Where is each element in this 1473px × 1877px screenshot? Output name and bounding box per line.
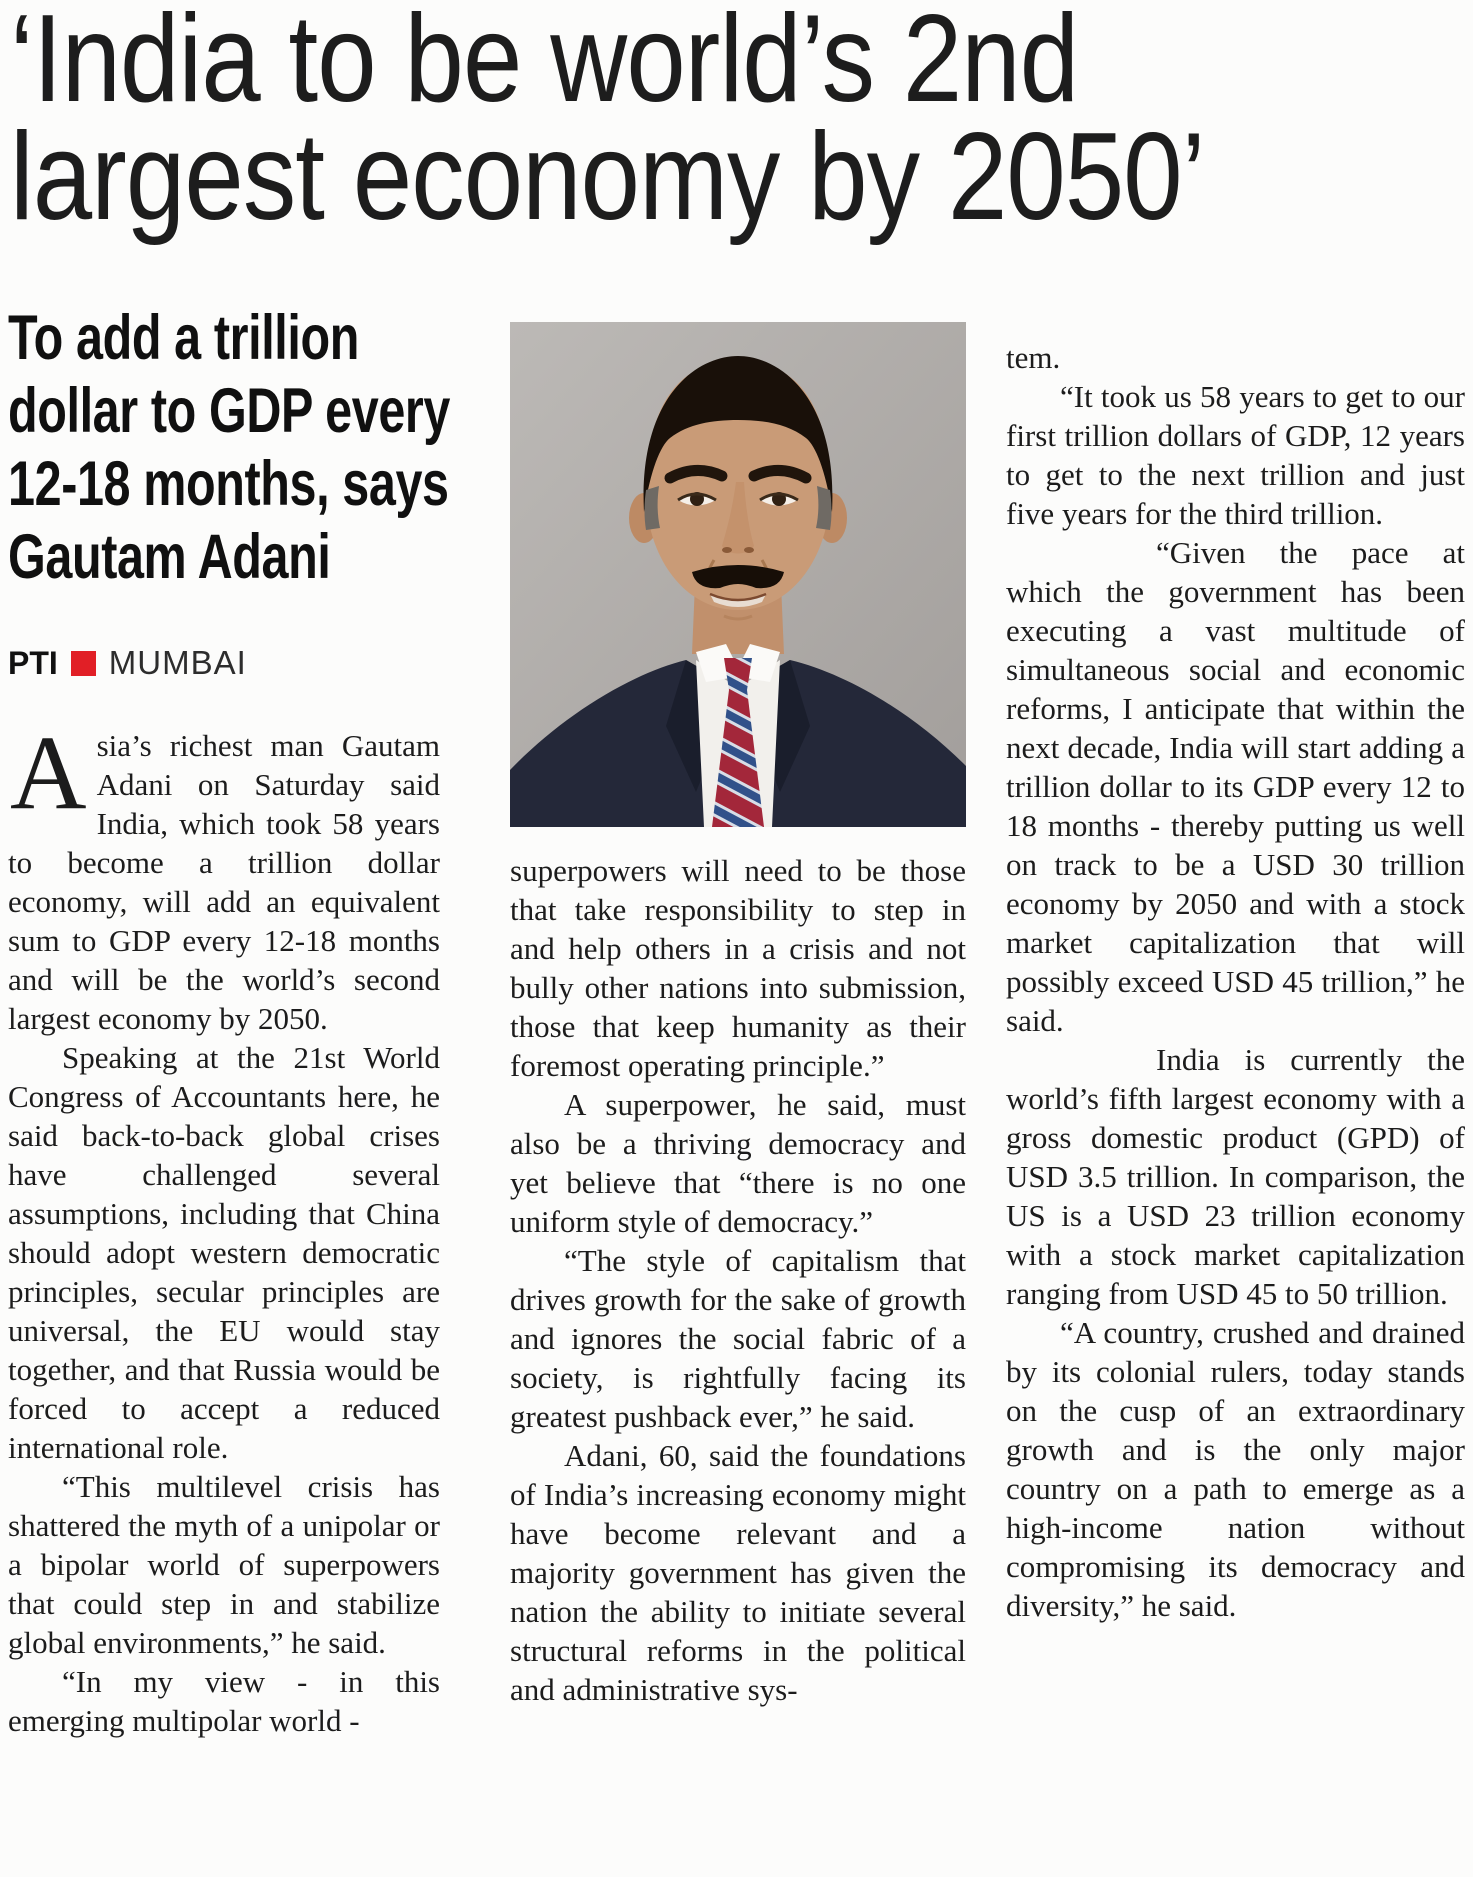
byline-location: MUMBAI xyxy=(108,644,247,681)
subheadline: To add a trillion dollar to GDP every 12… xyxy=(8,303,451,592)
paragraph: “A country, crushed and drained by its c… xyxy=(1006,1315,1465,1623)
byline-separator-square-icon xyxy=(70,650,96,676)
paragraph: “This multilevel crisis has shattered th… xyxy=(8,1469,440,1660)
paragraph: “The style of capitalism that drives gro… xyxy=(510,1243,966,1434)
sideburn-left xyxy=(644,486,660,530)
paragraph: India is currently the world’s fifth lar… xyxy=(1006,1042,1465,1311)
body-column-middle: superpowers will need to be those that t… xyxy=(510,240,966,1709)
byline-agency: PTI xyxy=(8,644,58,681)
nose xyxy=(722,482,754,554)
paragraph: superpowers will need to be those that t… xyxy=(510,853,966,1083)
paragraph: “In my view - in this emerging multipola… xyxy=(8,1664,440,1738)
body-column-right: tem. “It took us 58 years to get to our … xyxy=(1006,240,1465,1625)
tie-knot xyxy=(724,658,752,690)
eyebrow-left xyxy=(664,465,728,484)
paragraph: “Given the pace at which the government … xyxy=(1006,535,1465,1038)
paragraph-lead-text: sia’s richest man Gautam Adani on Saturd… xyxy=(8,728,440,1036)
paragraph: A superpower, he said, must also be a th… xyxy=(510,1087,966,1239)
hair xyxy=(643,356,833,512)
eyebrow-right xyxy=(748,465,812,484)
mustache xyxy=(692,565,784,589)
paragraph: “It took us 58 years to get to our first… xyxy=(1006,379,1465,531)
paragraph: Adani, 60, said the foundations of India… xyxy=(510,1438,966,1707)
adani-photo xyxy=(510,322,966,827)
dropcap: A xyxy=(10,714,87,831)
paragraph: Speaking at the 21st World Congress of A… xyxy=(8,1040,440,1465)
sideburn-right xyxy=(816,486,832,530)
article-body: To add a trillion dollar to GDP every 12… xyxy=(8,240,1465,1740)
body-column-left: To add a trillion dollar to GDP every 12… xyxy=(8,240,450,1740)
paragraph: tem. xyxy=(1006,340,1061,375)
byline: PTI MUMBAI xyxy=(8,644,440,682)
tie-blade xyxy=(712,690,764,827)
headline: ‘India to be world’s 2nd largest economy… xyxy=(10,0,1205,246)
